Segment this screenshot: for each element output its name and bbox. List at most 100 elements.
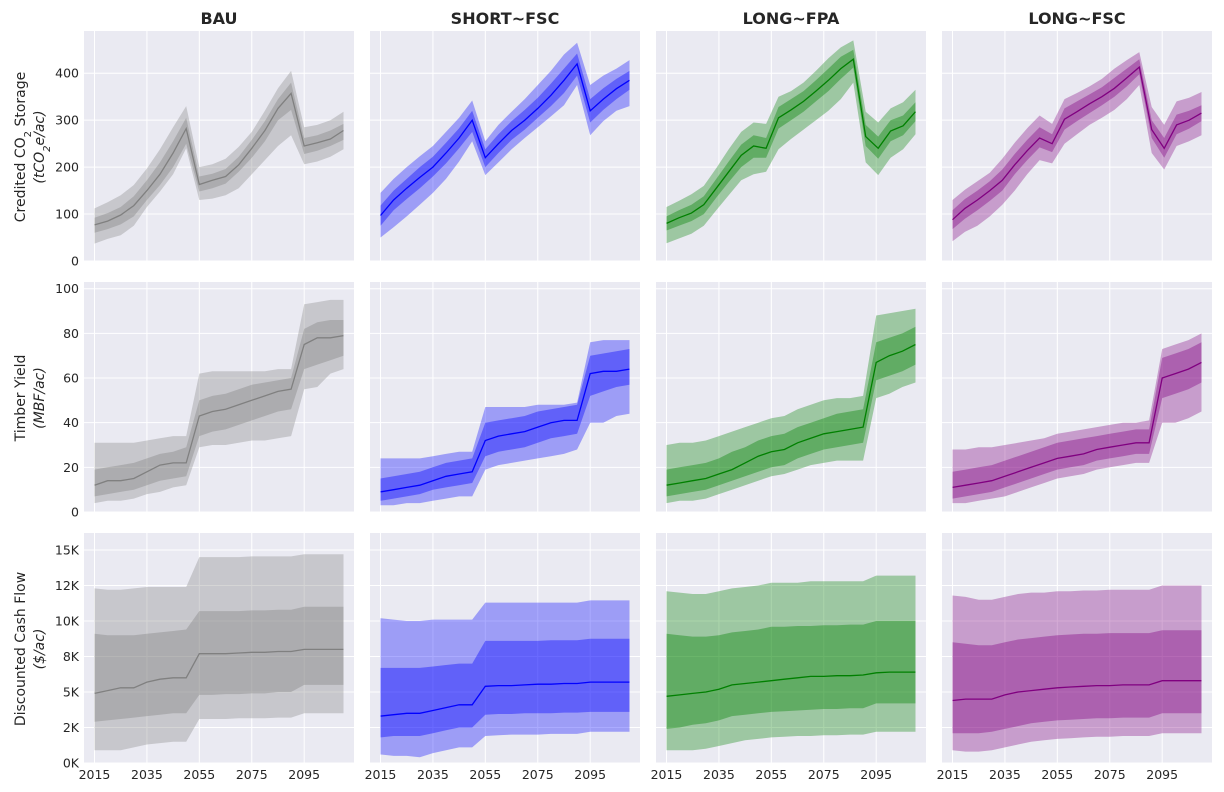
y-tick-label: 400 [55,66,79,81]
panel-background [656,533,926,763]
y-tick-label: 0K [63,756,80,771]
y-tick-label: 2K [63,720,80,735]
x-tick-label: 2055 [469,767,501,782]
y-tick-label: 5K [63,685,80,700]
x-tick-label: 2035 [703,767,735,782]
column-title-short-fsc: SHORT~FSC [451,9,560,28]
panel-background [656,282,926,512]
x-tick-label: 2075 [522,767,554,782]
median-line-bau [94,92,344,226]
y-tick-label: 80 [63,326,79,341]
panel-r3-bau: 0K 2K 5K 8K 10K 12K 15K 2015 2035 2055 2075 2095 [55,533,354,782]
outer-band-short-fsc [380,340,630,506]
y-tick-label: 40 [63,415,79,430]
y-tick-label: 200 [55,160,79,175]
x-tick-label: 2035 [131,767,163,782]
panel-r1-short-fsc [370,31,640,262]
panel-r2-bau: 0 20 40 60 80 100 [55,281,354,520]
panel-background [84,31,354,261]
panel-r3-long-fsc: 2015 2035 2055 2075 2095 [937,533,1212,782]
y-tick-label: 8K [63,649,80,664]
inner-band-short-fsc [380,53,630,226]
column-title-long-fsc: LONG~FSC [1028,9,1125,28]
column-title-long-fpa: LONG~FPA [743,9,840,28]
y-tick-label: 10K [55,614,80,629]
panel-background [942,31,1212,261]
y-tick-label: 0 [71,505,79,520]
outer-band-short-fsc [380,42,630,238]
y-tick-label: 60 [63,371,79,386]
x-tick-label: 2075 [1094,767,1126,782]
median-line-short-fsc [380,681,630,717]
outer-band-bau [94,299,344,504]
x-tick-label: 2095 [860,767,892,782]
panel-r1-bau: 0 100 200 300 400 [55,31,354,269]
x-tick-label: 2055 [755,767,787,782]
panel-grid: 0 100 200 300 400 0 20 40 60 80 100 0K 2K 5K 8K 10K 12K 1… [55,31,1212,782]
median-line-bau [94,334,344,486]
y-tick-label: 300 [55,113,79,128]
outer-band-long-fpa [666,575,916,751]
panel-background [84,533,354,763]
median-line-short-fsc [380,368,630,493]
panel-r2-long-fpa [656,282,926,513]
column-title-bau: BAU [200,9,237,28]
panel-background [370,31,640,261]
outer-band-long-fpa [666,40,916,244]
inner-band-short-fsc [380,638,630,738]
inner-band-bau [94,82,344,233]
median-line-short-fsc [380,62,630,216]
panel-background [656,31,926,261]
inner-band-short-fsc [380,349,630,501]
inner-band-long-fpa [666,326,916,497]
panel-background [370,282,640,512]
x-tick-label: 2075 [808,767,840,782]
y-tick-label: 0 [71,254,79,269]
panel-background [84,282,354,512]
row-label-timber: Timber Yield [13,355,29,443]
row-label-timber-unit: (MBF/ac) [32,367,48,429]
inner-band-bau [94,320,344,497]
y-tick-label: 12K [55,578,80,593]
panel-r1-long-fpa [656,31,926,262]
inner-band-long-fpa [666,621,916,729]
median-line-bau [94,648,344,695]
x-tick-label: 2015 [79,767,111,782]
x-tick-label: 2015 [651,767,683,782]
x-tick-label: 2035 [417,767,449,782]
y-tick-label: 15K [55,543,80,558]
x-tick-label: 2075 [236,767,268,782]
x-tick-label: 2055 [183,767,215,782]
y-tick-label: 20 [63,460,79,475]
outer-band-bau [94,70,344,244]
row-label-cashflow: Discounted Cash Flow [13,572,29,726]
panel-background [370,533,640,763]
panel-r2-short-fsc [370,282,640,513]
outer-band-long-fsc [952,333,1202,504]
panel-background [942,533,1212,763]
median-line-long-fpa [666,58,916,224]
x-tick-label: 2095 [288,767,320,782]
median-line-long-fpa [666,343,916,486]
panel-r1-long-fsc [942,31,1212,262]
panel-r3-long-fpa: 2015 2035 2055 2075 2095 [651,533,926,782]
inner-band-bau [94,606,344,722]
x-tick-label: 2055 [1041,767,1073,782]
panel-r2-long-fsc [942,282,1212,513]
panel-r3-short-fsc: 2015 2035 2055 2075 2095 [365,533,640,782]
outer-band-long-fpa [666,308,916,504]
x-tick-label: 2015 [365,767,397,782]
y-tick-label: 100 [55,207,79,222]
median-line-long-fsc [952,361,1202,489]
outer-band-long-fsc [952,585,1202,752]
median-line-long-fsc [952,65,1202,221]
outer-band-bau [94,554,344,751]
median-line-long-fsc [952,680,1202,702]
x-tick-label: 2095 [574,767,606,782]
row-label-storage-unit: (tCO2e/ac) [32,110,53,183]
row-label-storage: Credited CO2 Storage [13,72,34,222]
row-label-cashflow-unit: ($/ac) [32,629,48,670]
x-tick-label: 2015 [937,767,969,782]
y-tick-label: 100 [55,281,79,296]
